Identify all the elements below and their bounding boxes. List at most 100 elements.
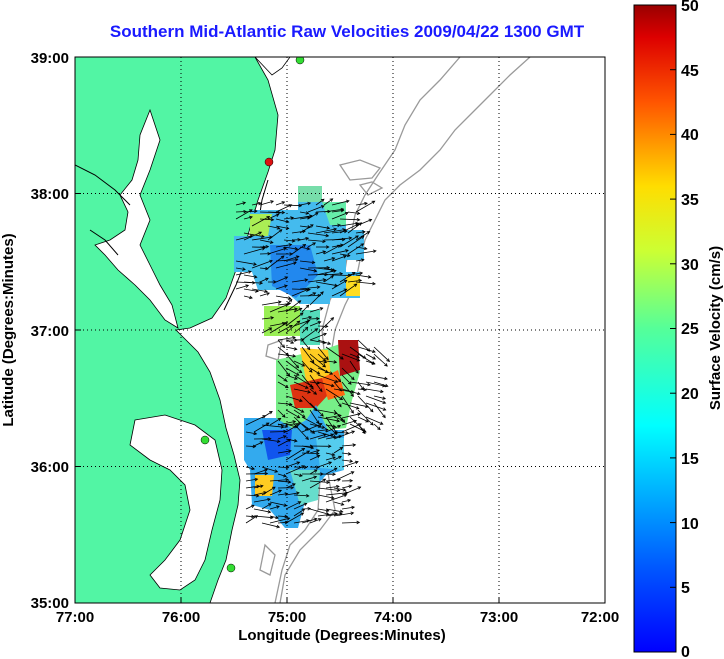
velocity-vector (267, 255, 285, 269)
velocity-vector-head (296, 461, 301, 465)
velocity-vector-head (340, 417, 345, 422)
velocity-vector-head (322, 363, 327, 368)
velocity-vector-head (294, 376, 298, 380)
velocity-vector (261, 522, 280, 528)
velocity-vector-head (264, 471, 269, 476)
velocity-vector-head (301, 363, 306, 367)
velocity-vector-head (320, 413, 324, 417)
velocity-vector-head (296, 414, 301, 419)
velocity-vector (355, 200, 375, 213)
velocity-vector-head (306, 319, 311, 323)
velocity-vector-head (334, 430, 338, 435)
velocity-vector-head (292, 420, 297, 424)
velocity-vector-head (330, 495, 335, 500)
velocity-vector (277, 450, 292, 454)
velocity-vector-head (267, 503, 272, 507)
velocity-vector-head (299, 473, 303, 477)
x-axis-label: Longitude (Degrees:Minutes) (238, 627, 446, 644)
velocity-vector-head (290, 216, 295, 220)
velocity-vector-head (336, 418, 341, 423)
velocity-vector-head (326, 480, 331, 485)
velocity-vector-head (313, 391, 318, 395)
velocity-vector (307, 205, 325, 213)
velocity-vector (267, 247, 287, 255)
velocity-vector (331, 200, 349, 206)
velocity-vector-head (316, 285, 321, 289)
velocity-vector (285, 395, 303, 402)
velocity-vector (277, 409, 286, 418)
velocity-vector-head (347, 452, 352, 456)
velocity-vector (245, 485, 260, 489)
velocity-vector (245, 415, 266, 426)
velocity-vector (235, 285, 249, 290)
velocity-vector (333, 487, 346, 491)
velocity-vector (245, 473, 268, 475)
velocity-vector-head (265, 277, 269, 281)
velocity-vector-head (295, 364, 300, 369)
velocity-vector-head (292, 483, 296, 487)
rappahannock-river (89, 229, 119, 256)
velocity-vector (333, 471, 354, 482)
velocity-vector-head (302, 229, 306, 234)
velocity-vector (373, 402, 386, 418)
velocity-vector (307, 212, 319, 220)
velocity-vector (357, 416, 369, 423)
velocity-vector-head (284, 424, 289, 428)
velocity-vector (285, 374, 298, 380)
velocity-vector-head (258, 231, 263, 235)
velocity-vector (301, 445, 314, 449)
velocity-vector-head (360, 243, 365, 247)
velocity-vector (269, 515, 279, 519)
velocity-vector-head (355, 235, 359, 239)
velocity-vector (341, 499, 351, 503)
velocity-vector-head (339, 272, 344, 276)
velocity-vector (317, 339, 331, 345)
velocity-vector-head (314, 212, 319, 216)
velocity-vector-head (242, 201, 247, 205)
velocity-vector-head (305, 493, 310, 498)
velocity-vector (277, 421, 296, 426)
velocity-vector (365, 395, 386, 404)
velocity-vector-head (350, 376, 355, 381)
y-axis-label: Latitude (Degrees:Minutes) (0, 233, 17, 426)
velocity-vector (347, 235, 365, 248)
velocity-vector-head (268, 327, 273, 331)
station-marker (295, 57, 305, 65)
velocity-vector (253, 508, 271, 513)
velocity-vector (331, 212, 349, 220)
velocity-vector (275, 295, 291, 299)
velocity-vector-head (307, 390, 312, 394)
velocity-vector (357, 395, 374, 413)
velocity-vector-head (367, 382, 371, 387)
velocity-vector-head (358, 222, 363, 226)
velocity-vector-head (254, 477, 259, 482)
velocity-vector (347, 243, 364, 255)
velocity-vector-head (309, 224, 314, 228)
velocity-vector-head (277, 417, 282, 422)
velocity-vector (253, 485, 264, 489)
velocity-vector-head (337, 223, 341, 228)
velocity-vector (267, 229, 283, 241)
velocity-vector (243, 295, 253, 299)
velocity-vector-head (289, 324, 293, 329)
velocity-vector (347, 222, 362, 234)
velocity-vector-head (319, 307, 324, 311)
colorbar-tick-label: 35 (681, 192, 699, 209)
velocity-vector (331, 237, 352, 241)
velocity-vector-head (287, 296, 292, 300)
velocity-vector-head (276, 505, 280, 509)
velocity-vector (245, 504, 255, 510)
velocity-vector (323, 229, 346, 234)
velocity-vector-head (377, 426, 381, 431)
velocity-vector-head (355, 221, 359, 226)
velocity-vector (341, 388, 361, 395)
velocity-vector (269, 506, 280, 510)
velocity-vector (291, 215, 313, 220)
velocity-vector (293, 503, 307, 510)
velocity-vector-head (331, 257, 336, 261)
velocity-vector (261, 438, 280, 442)
velocity-vector (339, 253, 350, 257)
velocity-vector-head (304, 278, 309, 282)
velocity-vector-head (287, 480, 292, 484)
velocity-vector (259, 267, 269, 270)
